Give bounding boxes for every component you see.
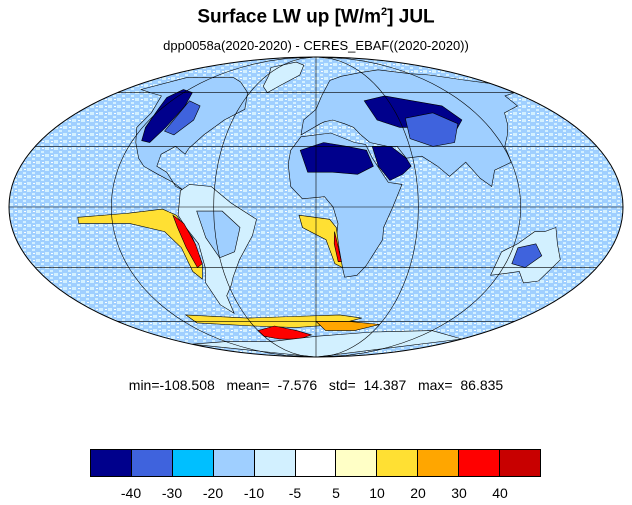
std-value: 14.387 <box>363 377 407 393</box>
map-features <box>77 61 561 357</box>
max-label: max= <box>417 377 453 393</box>
region-sa-blue <box>196 210 241 259</box>
colorbar-tick-label: 20 <box>410 485 426 501</box>
colorbar-box <box>254 450 296 476</box>
mean-label: mean= <box>226 377 270 393</box>
colorbar-box <box>500 450 540 476</box>
map-title: Surface LW up [W/m2] JUL <box>0 6 632 28</box>
title-superscript: 2 <box>381 6 388 18</box>
graticule <box>9 57 623 357</box>
colorbar-box <box>418 450 460 476</box>
colorbar-box <box>377 450 419 476</box>
region-na-dark-west <box>141 89 193 143</box>
title-tail: ] JUL <box>387 6 435 28</box>
max-value: 86.835 <box>460 377 504 393</box>
region-australia-center <box>511 243 543 268</box>
globe-fill <box>9 57 623 357</box>
colorbar-box <box>172 450 214 476</box>
region-benguela-red <box>333 231 342 263</box>
min-label: min= <box>128 377 160 393</box>
colorbar-box <box>91 450 132 476</box>
colorbar-tick-label: 10 <box>369 485 385 501</box>
colorbar-box <box>295 450 337 476</box>
colorbar-tick-label: -20 <box>202 485 224 501</box>
colorbar-tick-label: -40 <box>120 485 142 501</box>
region-asia-mid <box>404 112 459 147</box>
region-antarctic-red <box>257 325 313 340</box>
colorbar-tick-label: 30 <box>451 485 467 501</box>
colorbar-tick-label: 5 <box>332 485 340 501</box>
colorbar-box <box>213 450 255 476</box>
colorbar-tick-label: -5 <box>288 485 302 501</box>
colorbar-box <box>131 450 173 476</box>
region-arabia <box>371 146 412 181</box>
min-value: -108.508 <box>159 377 215 393</box>
colorbar-box <box>336 450 378 476</box>
colorbar-tick-label: 40 <box>492 485 508 501</box>
region-peru-upwelling <box>77 208 203 280</box>
globe-outline <box>8 56 624 358</box>
map-subtitle: dpp0058a(2020-2020) - CERES_EBAF((2020-2… <box>163 38 469 53</box>
region-peru-red <box>172 214 203 269</box>
title-text: Surface LW up [W/m <box>197 6 382 28</box>
colorbar <box>90 449 541 477</box>
std-label: std= <box>328 377 356 393</box>
mean-value: -7.576 <box>277 377 318 393</box>
colorbar-tick-label: -10 <box>243 485 265 501</box>
statistics-line: min=-108.508 mean= -7.576 std= 14.387 ma… <box>0 377 632 393</box>
region-na-blue-center <box>164 100 201 136</box>
region-greenland <box>262 61 305 93</box>
colorbar-tick-label: -30 <box>161 485 183 501</box>
colorbar-box <box>459 450 501 476</box>
